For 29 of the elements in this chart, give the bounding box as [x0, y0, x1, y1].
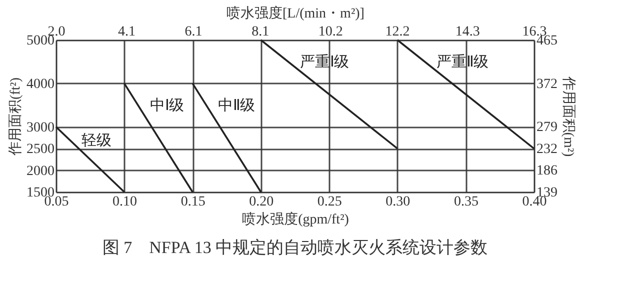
- y2-tick-label: 186: [536, 164, 558, 179]
- x-tick-label: 0.35: [454, 194, 478, 210]
- x-tick-label: 0.25: [317, 194, 342, 210]
- x2-tick-label: 4.1: [118, 24, 136, 40]
- y2-tick-label: 279: [536, 120, 558, 136]
- y2-tick-label: 372: [536, 76, 558, 92]
- series-label: 中Ⅱ级: [218, 97, 256, 114]
- x2-tick-label: 10.2: [318, 24, 343, 40]
- x-tick-label: 0.15: [180, 194, 206, 210]
- y-axis-title: 作用面积(ft²): [8, 77, 24, 157]
- y2-tick-label: 232: [536, 142, 558, 158]
- series-label: 轻级: [82, 132, 112, 149]
- caption: 图 7 NFPA 13 中规定的自动喷水灭火系统设计参数: [102, 238, 488, 257]
- x2-tick-label: 14.3: [455, 24, 480, 40]
- x-tick-label: 0.20: [249, 194, 274, 210]
- x-tick-label: 0.30: [386, 194, 410, 210]
- y-tick-label: 2500: [26, 142, 54, 158]
- x-tick-label: 0.10: [112, 194, 138, 210]
- x2-axis-title: 喷水强度[L/(min・m²)]: [226, 6, 364, 22]
- y-tick-label: 4000: [26, 76, 54, 92]
- y-tick-label: 2000: [26, 164, 54, 179]
- series-label: 中Ⅰ级: [150, 97, 184, 114]
- y-tick-label: 3000: [26, 120, 54, 136]
- x2-tick-label: 6.1: [184, 24, 202, 40]
- y2-axis-title: 作用面积(m²): [560, 75, 576, 158]
- x-axis-title: 喷水强度(gpm/ft²): [242, 212, 350, 228]
- series-label: 严重Ⅱ级: [436, 54, 489, 71]
- x2-tick-label: 8.1: [252, 24, 270, 40]
- x2-tick-label: 12.2: [385, 24, 410, 40]
